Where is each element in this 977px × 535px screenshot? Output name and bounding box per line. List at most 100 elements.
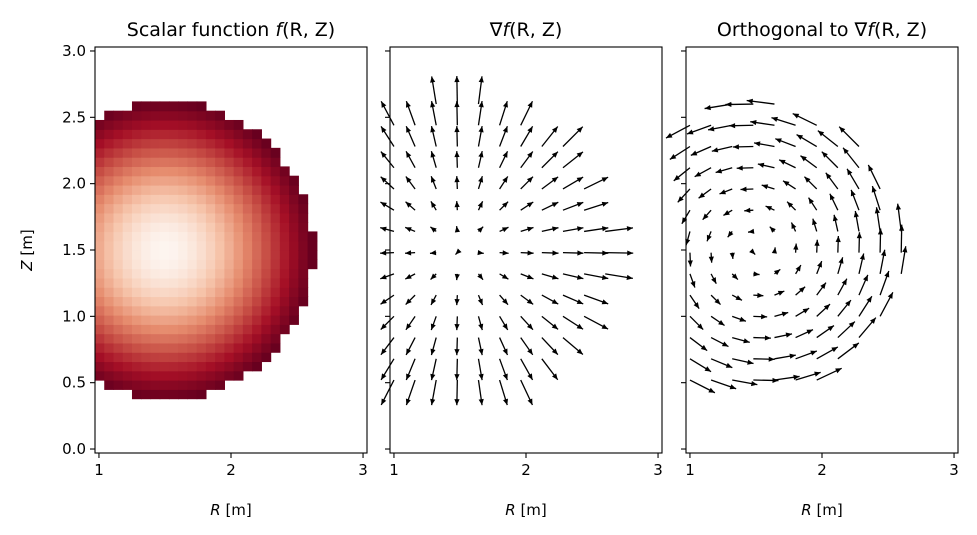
quiver-arrow [786,201,797,211]
quiver-arrow [749,248,756,255]
quiver-arrow [520,273,534,280]
heatmap-cell [289,277,299,288]
heatmap-cell [150,203,161,214]
heatmap-cell [122,138,133,149]
quiver-arrow [520,100,534,126]
heatmap-cell [224,250,235,260]
heatmap-cell [215,380,225,390]
quiver-arrow [736,165,754,171]
quiver-arrow [689,379,716,394]
heatmap-cell [178,342,189,353]
heatmap-cell [289,305,299,316]
x-tick-label: 2 [817,461,827,479]
quiver-arrow [727,230,734,238]
quiver-arrow [454,151,460,168]
heatmap-cell [215,296,225,307]
heatmap-cell [168,250,179,260]
quiver-arrow [782,180,796,190]
heatmap-cell [95,250,105,260]
heatmap-cell [233,361,244,372]
quiver-arrow [541,201,559,211]
heatmap-cell [279,296,290,307]
heatmap-cell [289,184,299,195]
heatmap-cell [196,361,207,372]
quiver-arrow [454,226,461,233]
heatmap-cell [187,315,198,325]
heatmap-cell [113,138,124,149]
heatmap-cell [215,305,225,316]
heatmap-cell [215,352,225,363]
quiver-arrow [753,292,764,298]
quiver-arrow [405,358,416,381]
heatmap-cell [95,175,105,186]
heatmap-cell [113,305,124,316]
heatmap-cell [298,231,309,242]
heatmap-cell [178,203,189,214]
x-axis-label: R [m] [801,501,843,519]
quiver-arrow [732,144,754,150]
quiver-arrow [380,201,395,211]
heatmap-cell [168,203,179,214]
heatmap-cell [141,380,152,390]
heatmap-cell [261,324,272,335]
heatmap-cell [205,315,216,325]
heatmap-cell [252,203,262,214]
quiver-arrow [477,175,484,190]
heatmap-cell [224,175,235,186]
quiver-arrows [380,76,634,406]
heatmap-cell [270,333,281,344]
quiver-arrow [900,246,908,274]
heatmap-cell [261,352,272,363]
heatmap-cell [242,147,253,158]
heatmap-cell [168,296,179,307]
heatmap-cell [178,268,189,279]
heatmap-cell [141,157,152,168]
heatmap-cell [122,119,133,130]
heatmap-cell [113,296,124,307]
heatmap-cell [270,287,281,298]
quiver-arrow [430,175,437,190]
quiver-arrow [711,145,733,153]
heatmap-cell [104,110,115,121]
quiver-arrow [541,176,559,190]
quiver-arrow [774,311,789,317]
quiver-arrow [430,316,437,331]
quiver-arrow [430,76,437,105]
quiver-arrow [562,337,584,355]
heatmap-cell [159,305,170,316]
heatmap-cell [104,138,115,149]
heatmap-cell [187,119,198,130]
quiver-arrow [710,273,717,284]
heatmap-cell [205,333,216,344]
heatmap-cell [113,315,124,325]
heatmap-cell [168,342,179,353]
heatmap-cell [270,240,281,251]
heatmap-cell [141,138,152,149]
quiver-arrow [498,379,508,406]
heatmap-cell [261,157,272,168]
heatmap-cell [141,240,152,251]
heatmap-cell [233,333,244,344]
heatmap-cell [224,305,235,316]
heatmap-cell [95,259,105,270]
quiver-arrow [499,226,509,233]
heatmap-cell [150,119,161,130]
heatmap-cell [242,129,253,140]
heatmap-cell [187,361,198,372]
quiver-arrow [454,358,460,381]
heatmap-cell [205,231,216,242]
heatmap-cell [95,296,105,307]
heatmap-cell [168,315,179,325]
quiver-arrow [499,273,509,280]
heatmap-cell [261,268,272,279]
quiver-arrow [520,358,534,381]
quiver-arrow [380,151,395,169]
heatmap-cell [168,101,179,112]
heatmap-cell [224,324,235,335]
heatmap-cell [150,380,161,390]
heatmap-cell [104,277,115,288]
heatmap-cell [224,138,235,149]
heatmap-cell [224,342,235,353]
heatmap-cell [122,277,133,288]
heatmap-cell [252,259,262,270]
